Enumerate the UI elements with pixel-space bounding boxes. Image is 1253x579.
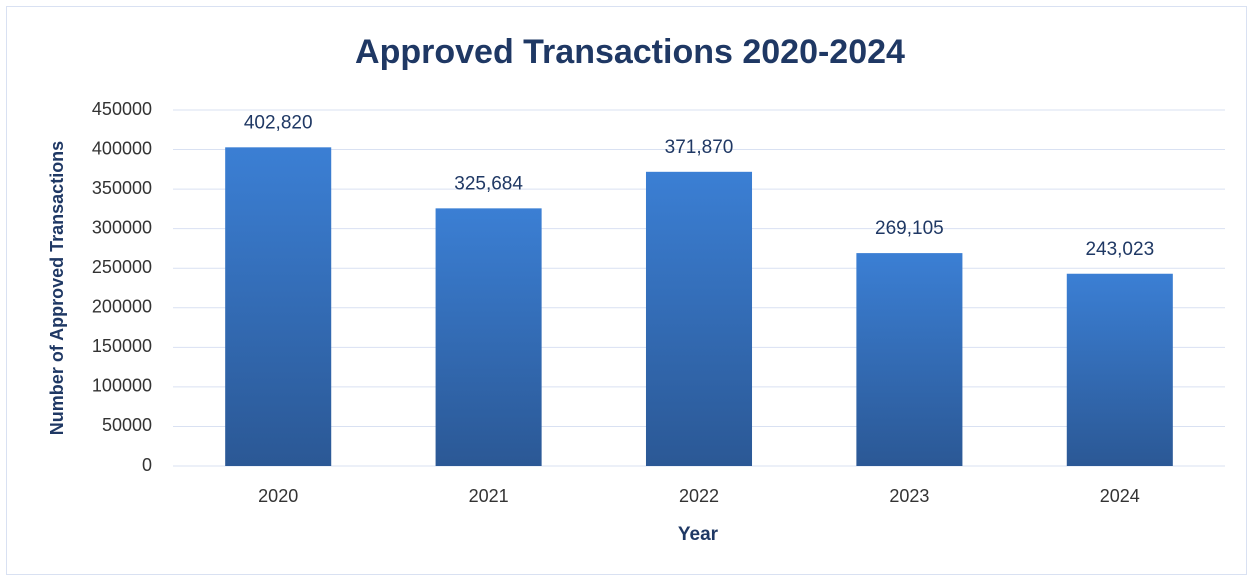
y-tick-label: 300000 — [92, 217, 152, 237]
bar — [225, 147, 332, 466]
chart-title: Approved Transactions 2020-2024 — [355, 33, 905, 71]
bar — [435, 208, 542, 466]
value-label: 402,820 — [244, 112, 313, 133]
chart-frame — [6, 6, 1247, 575]
x-tick-label: 2021 — [469, 486, 509, 506]
y-tick-label: 150000 — [92, 336, 152, 356]
bar — [1066, 273, 1173, 466]
y-tick-label: 200000 — [92, 297, 152, 317]
y-tick-label: 250000 — [92, 257, 152, 277]
y-tick-label: 450000 — [92, 99, 152, 119]
x-axis-label: Year — [678, 524, 719, 545]
y-tick-label: 0 — [142, 455, 152, 475]
x-tick-label: 2023 — [889, 486, 929, 506]
y-tick-label: 350000 — [92, 178, 152, 198]
value-label: 243,023 — [1085, 239, 1154, 260]
y-axis-label: Number of Approved Transactions — [47, 141, 67, 435]
bar — [645, 171, 753, 466]
value-label: 371,870 — [665, 137, 734, 158]
x-tick-label: 2024 — [1100, 486, 1140, 506]
bar — [856, 253, 963, 466]
y-tick-label: 50000 — [102, 415, 152, 435]
value-label: 269,105 — [875, 218, 944, 239]
y-tick-label: 400000 — [92, 138, 152, 158]
y-tick-label: 100000 — [92, 376, 152, 396]
x-tick-label: 2022 — [679, 486, 719, 506]
value-label: 325,684 — [454, 173, 523, 194]
x-tick-label: 2020 — [258, 486, 298, 506]
